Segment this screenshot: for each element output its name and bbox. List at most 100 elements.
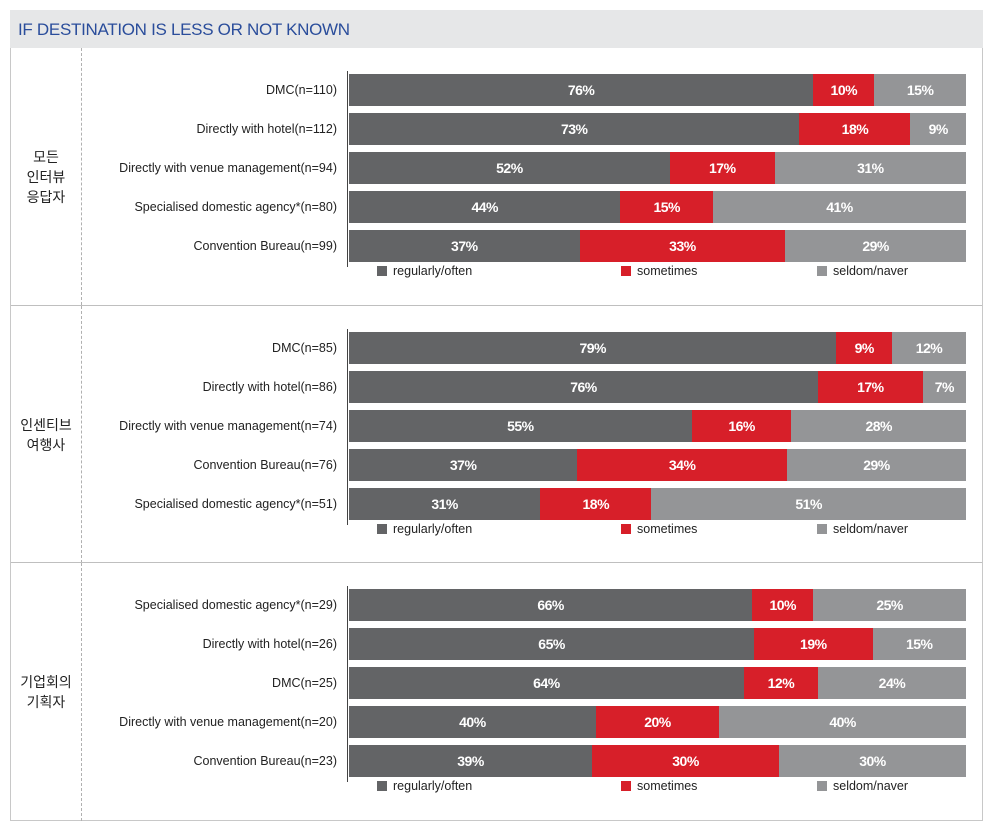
bar-segment-regular: 73% <box>349 113 800 145</box>
header: IF DESTINATION IS LESS OR NOT KNOWN <box>10 10 983 48</box>
bar-segment-seldom: 40% <box>719 706 966 738</box>
bar-segment-regular: 39% <box>349 745 593 777</box>
bar-segment-sometimes: 33% <box>579 230 786 262</box>
bar-segment-regular: 65% <box>349 628 755 660</box>
bar-segment-regular: 31% <box>349 488 541 520</box>
legend-swatch <box>621 266 631 276</box>
stacked-bar: 52% 17% 31% <box>349 152 966 184</box>
stacked-bar: 37% 33% 29% <box>349 230 966 262</box>
page-title: IF DESTINATION IS LESS OR NOT KNOWN <box>18 20 350 39</box>
legend-label: sometimes <box>637 522 698 536</box>
bar-segment-seldom: 12% <box>891 332 966 364</box>
bar-segment-regular: 37% <box>349 449 578 481</box>
chart-section: 인센티브 여행사 DMC(n=85) 79% 9% 12% Directly with ho… <box>11 305 982 563</box>
dashed-divider <box>81 48 82 305</box>
bar-segment-seldom: 51% <box>651 488 966 520</box>
bar-segment-sometimes: 12% <box>743 667 818 699</box>
bar-segment-regular: 76% <box>349 74 814 106</box>
bar-segment-sometimes: 17% <box>817 371 923 403</box>
chart-section: 기업회의 기획자 Specialised domestic agency*(n=29… <box>11 562 982 821</box>
legend-item-sometimes: sometimes <box>621 264 697 278</box>
stacked-bar: 44% 15% 41% <box>349 191 966 223</box>
chart-frame: 모든 인터뷰 응답자 DMC(n=110) 76% 10% 15% Directly with… <box>10 48 983 821</box>
legend-label: seldom/naver <box>833 779 909 793</box>
legend-swatch <box>621 524 631 534</box>
legend-item-seldom: seldom/naver <box>817 522 908 536</box>
bar-segment-regular: 37% <box>349 230 580 262</box>
bar-segment-sometimes: 10% <box>813 74 875 106</box>
bar-segment-regular: 66% <box>349 589 753 621</box>
legend-label: regularly/often <box>393 779 473 793</box>
bar-segment-sometimes: 18% <box>540 488 652 520</box>
bar-segment-seldom: 29% <box>785 230 966 262</box>
bar-segment-seldom: 28% <box>791 410 966 442</box>
group-label: 기업회의 기획자 <box>20 674 72 710</box>
legend-swatch <box>377 266 387 276</box>
legend-item-seldom: seldom/naver <box>817 264 908 278</box>
legend-item-seldom: seldom/naver <box>817 779 908 793</box>
legend-swatch <box>621 781 631 791</box>
bar-segment-sometimes: 19% <box>754 628 873 660</box>
bar-segment-sometimes: 16% <box>691 410 792 442</box>
bar-segment-seldom: 31% <box>774 152 966 184</box>
bar-segment-regular: 64% <box>349 667 744 699</box>
bar-segment-seldom: 24% <box>817 667 966 699</box>
stacked-bar: 40% 20% 40% <box>349 706 966 738</box>
legend-label: sometimes <box>637 264 698 278</box>
bar-segment-regular: 52% <box>349 152 670 184</box>
legend-item-regular: regularly/often <box>377 264 472 278</box>
legend-label: seldom/naver <box>833 522 909 536</box>
stacked-bar: 37% 34% 29% <box>349 449 966 481</box>
bar-segment-sometimes: 9% <box>836 332 892 364</box>
legend-label: seldom/naver <box>833 264 909 278</box>
legend-item-sometimes: sometimes <box>621 522 697 536</box>
bar-segment-regular: 44% <box>349 191 621 223</box>
stacked-bar: 55% 16% 28% <box>349 410 966 442</box>
legend-label: sometimes <box>637 779 698 793</box>
legend-swatch <box>377 781 387 791</box>
bar-segment-seldom: 30% <box>779 745 966 777</box>
bar-segment-seldom: 25% <box>813 589 966 621</box>
bar-segment-seldom: 15% <box>874 74 966 106</box>
category-label: Convention Bureau(n=76) <box>193 458 338 472</box>
stacked-bar: 73% 18% 9% <box>349 113 966 145</box>
legend-swatch <box>817 266 827 276</box>
bar-segment-seldom: 15% <box>872 628 966 660</box>
legend: regularly/often sometimes seldom/naver <box>377 522 977 538</box>
legend-label: regularly/often <box>393 264 473 278</box>
bar-segment-sometimes: 15% <box>620 191 714 223</box>
category-label: Directly with venue management(n=94) <box>119 161 337 175</box>
dashed-divider <box>81 306 82 563</box>
legend-label: regularly/often <box>393 522 473 536</box>
category-label: Convention Bureau(n=99) <box>193 239 338 253</box>
category-label: DMC(n=85) <box>272 341 337 355</box>
category-label: DMC(n=110) <box>266 83 337 97</box>
bar-segment-regular: 76% <box>349 371 818 403</box>
category-label: Directly with venue management(n=20) <box>119 715 337 729</box>
stacked-bar: 66% 10% 25% <box>349 589 966 621</box>
category-label: Specialised domestic agency*(n=29) <box>134 598 337 612</box>
legend-swatch <box>817 524 827 534</box>
legend-swatch <box>377 524 387 534</box>
bar-segment-regular: 79% <box>349 332 837 364</box>
bar-segment-sometimes: 18% <box>799 113 911 145</box>
group-label: 모든 인터뷰 응답자 <box>26 148 66 205</box>
legend: regularly/often sometimes seldom/naver <box>377 779 977 795</box>
dashed-divider <box>81 563 82 821</box>
category-label: DMC(n=25) <box>272 676 337 690</box>
legend-swatch <box>817 781 827 791</box>
category-label: Specialised domestic agency*(n=51) <box>134 497 337 511</box>
legend-item-regular: regularly/often <box>377 522 472 536</box>
bar-segment-sometimes: 17% <box>669 152 775 184</box>
legend-item-sometimes: sometimes <box>621 779 697 793</box>
bar-segment-sometimes: 30% <box>592 745 780 777</box>
stacked-bar: 64% 12% 24% <box>349 667 966 699</box>
bar-segment-sometimes: 34% <box>577 449 788 481</box>
legend: regularly/often sometimes seldom/naver <box>377 264 977 280</box>
stacked-bar: 76% 10% 15% <box>349 74 966 106</box>
category-label: Directly with hotel(n=112) <box>196 122 337 136</box>
y-axis-line <box>347 329 348 525</box>
category-label: Convention Bureau(n=23) <box>193 754 338 768</box>
stacked-bar: 39% 30% 30% <box>349 745 966 777</box>
stacked-bar: 65% 19% 15% <box>349 628 966 660</box>
